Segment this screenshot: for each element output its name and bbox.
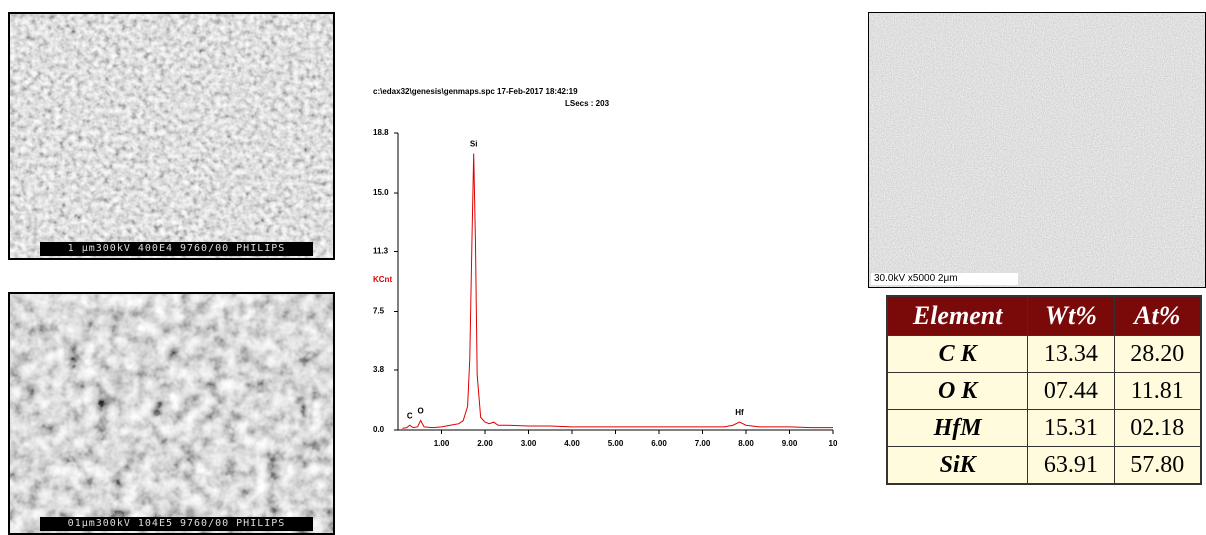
table-cell: 15.31 bbox=[1027, 409, 1115, 447]
sem-texture bbox=[10, 294, 333, 533]
x-tick-label: 3.00 bbox=[521, 439, 537, 448]
sem-texture bbox=[10, 14, 333, 258]
x-tick-label: 2.00 bbox=[477, 439, 493, 448]
x-tick-label: 4.00 bbox=[564, 439, 580, 448]
table-cell: O K bbox=[886, 372, 1029, 410]
peak-label: Si bbox=[470, 140, 478, 149]
sem-texture bbox=[869, 13, 1205, 287]
table-cell: HfM bbox=[886, 409, 1029, 447]
sem-caption: 30.0kV x5000 2μm bbox=[871, 273, 1018, 285]
table-row: SiK 63.91 57.80 bbox=[886, 446, 1202, 485]
sem-image: 30.0kV x5000 2μm bbox=[868, 12, 1206, 288]
sem-image: 1 μm300kV 400E4 9760/00 PHILIPS bbox=[8, 12, 335, 260]
peak-label: O bbox=[418, 407, 424, 416]
y-tick-label: 3.8 bbox=[373, 365, 385, 374]
x-tick-label: 6.00 bbox=[651, 439, 667, 448]
table-cell: 28.20 bbox=[1113, 335, 1202, 373]
x-tick-label: 10 bbox=[829, 439, 838, 448]
header-cell: Wt% bbox=[1027, 295, 1115, 336]
y-tick-label: 7.5 bbox=[373, 307, 385, 316]
table-cell: SiK bbox=[886, 446, 1029, 485]
composition-table: Element Wt% At% C K 13.34 28.20 O K 07.44 11.… bbox=[886, 295, 1202, 485]
spectrum-chart: c:\edax32\genesis\genmaps.spc 17-Feb-201… bbox=[373, 87, 838, 448]
sem-caption: 01μm300kV 104E5 9760/00 PHILIPS bbox=[40, 517, 313, 531]
x-tick-label: 7.00 bbox=[695, 439, 711, 448]
chart-header: c:\edax32\genesis\genmaps.spc 17-Feb-201… bbox=[373, 87, 578, 96]
y-tick-label: 15.0 bbox=[373, 188, 389, 197]
y-tick-label: 18.8 bbox=[373, 128, 389, 137]
peak-label: Hf bbox=[735, 408, 744, 417]
header-cell: At% bbox=[1113, 295, 1202, 336]
table-cell: 13.34 bbox=[1027, 335, 1115, 373]
x-tick-label: 1.00 bbox=[434, 439, 450, 448]
table-row: C K 13.34 28.20 bbox=[886, 335, 1202, 373]
table-cell: C K bbox=[886, 335, 1029, 373]
y-tick-label: 0.0 bbox=[373, 425, 385, 434]
y-axis-label: KCnt bbox=[373, 275, 392, 284]
x-tick-label: 8.00 bbox=[738, 439, 754, 448]
table-cell: 02.18 bbox=[1113, 409, 1202, 447]
chart-subheader: LSecs : 203 bbox=[565, 99, 610, 108]
table-row: O K 07.44 11.81 bbox=[886, 372, 1202, 410]
spectrum-line bbox=[402, 153, 833, 429]
table-cell: 63.91 bbox=[1027, 446, 1115, 485]
sem-image: 01μm300kV 104E5 9760/00 PHILIPS bbox=[8, 292, 335, 535]
peak-label: C bbox=[407, 411, 413, 420]
table-cell: 07.44 bbox=[1027, 372, 1115, 410]
x-tick-label: 9.00 bbox=[782, 439, 798, 448]
table-cell: 57.80 bbox=[1113, 446, 1202, 485]
table-cell: 11.81 bbox=[1113, 372, 1202, 410]
sem-caption: 1 μm300kV 400E4 9760/00 PHILIPS bbox=[40, 242, 313, 256]
x-tick-label: 5.00 bbox=[608, 439, 624, 448]
y-tick-label: 11.3 bbox=[373, 247, 389, 256]
table-row: HfM 15.31 02.18 bbox=[886, 409, 1202, 447]
header-cell: Element bbox=[886, 295, 1029, 336]
table-header: Element Wt% At% bbox=[886, 295, 1202, 336]
